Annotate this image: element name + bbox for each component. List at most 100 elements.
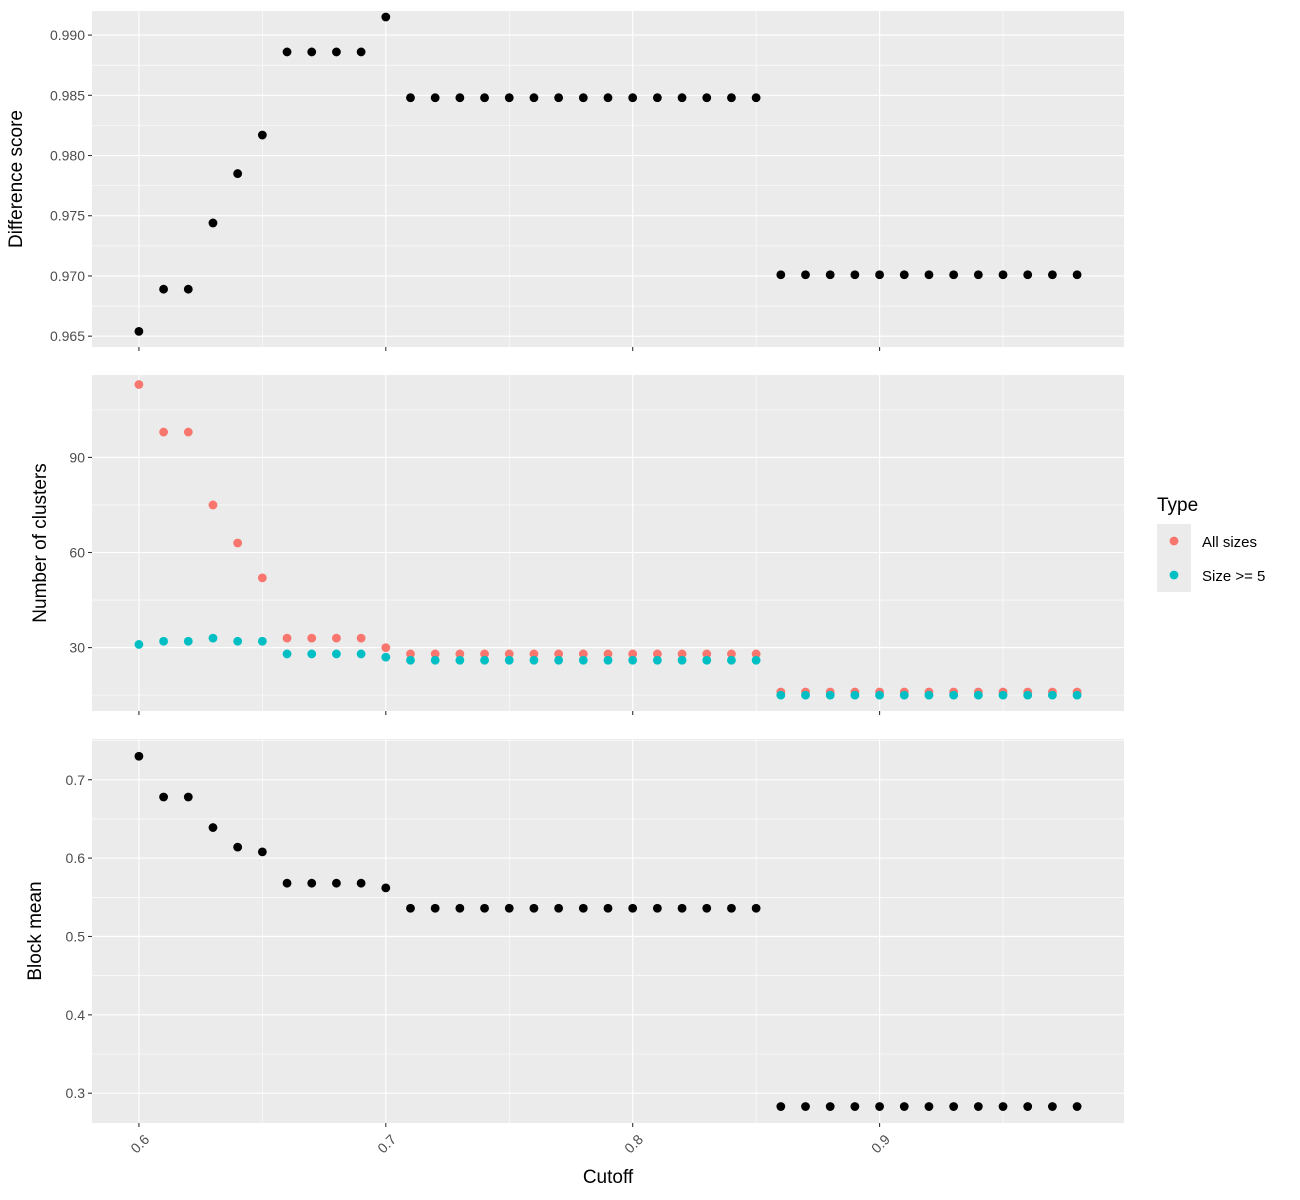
legend-swatch [1169, 536, 1179, 546]
data-point [233, 169, 243, 178]
data-point [1048, 270, 1057, 280]
x-tick-label: 0.9 [868, 1131, 893, 1156]
data-point [208, 218, 218, 228]
data-point [332, 633, 341, 643]
series-1 [134, 12, 1082, 336]
data-point [702, 649, 712, 659]
data-point [307, 47, 317, 57]
y-tick-label: 0.4 [66, 1007, 86, 1023]
data-point [727, 903, 736, 913]
data-point [406, 93, 415, 103]
panel-1: 0.965 0.970 0.975 0.980 0.985 0.990 Difference… [6, 11, 1124, 351]
data-point [332, 649, 341, 659]
data-point [134, 326, 144, 336]
data-point [480, 903, 489, 913]
data-point [480, 649, 489, 659]
data-point [455, 93, 465, 103]
data-point [924, 690, 934, 700]
data-point [332, 878, 341, 888]
data-point [529, 655, 539, 665]
data-point [183, 636, 193, 646]
data-point [257, 573, 267, 583]
data-point [776, 1102, 786, 1111]
y-axis-title: Number of clusters [30, 463, 51, 622]
data-point [652, 93, 662, 103]
data-point [875, 270, 884, 280]
data-point [801, 1102, 810, 1111]
data-point [702, 93, 712, 103]
data-point [628, 649, 638, 659]
data-point [1023, 270, 1033, 280]
y-tick-label: 0.6 [66, 850, 86, 866]
data-point [702, 903, 712, 913]
data-point [825, 270, 835, 280]
panel-background [92, 11, 1124, 347]
data-point [1048, 690, 1057, 700]
data-point [850, 690, 860, 700]
data-point [850, 270, 860, 280]
y-axis-title: Block mean [25, 881, 46, 980]
data-point [677, 903, 687, 913]
data-point [899, 270, 909, 280]
data-point [702, 655, 712, 665]
data-point [282, 633, 292, 643]
y-tick-label: 30 [69, 640, 85, 656]
data-point [628, 903, 638, 913]
data-point [381, 643, 391, 653]
data-point [751, 93, 761, 103]
data-point [504, 655, 514, 665]
data-point [998, 1102, 1008, 1111]
data-point [233, 538, 243, 548]
data-point [406, 903, 415, 913]
data-point [603, 649, 613, 659]
data-point [307, 633, 317, 643]
data-point [134, 640, 144, 649]
y-tick-label: 0.7 [66, 772, 86, 788]
data-point [899, 1102, 909, 1111]
y-tick-label: 0.975 [50, 208, 85, 224]
data-point [652, 903, 662, 913]
data-point [603, 93, 613, 103]
data-point [430, 655, 440, 665]
legend-label: Size >= 5 [1202, 568, 1265, 585]
data-point [677, 649, 687, 659]
legend-items: All sizes Size >= 5 [1157, 524, 1265, 592]
data-point [801, 270, 810, 280]
series-1 [134, 751, 1082, 1111]
data-point [356, 878, 366, 888]
data-point [159, 427, 168, 437]
data-point [949, 270, 959, 280]
data-point [233, 842, 243, 852]
data-point [159, 792, 168, 802]
data-point [381, 12, 391, 22]
data-point [1072, 1102, 1082, 1111]
x-axis: 0.6 0.7 0.8 0.9 [127, 1131, 893, 1156]
data-point [332, 47, 341, 57]
data-point [381, 883, 391, 893]
data-point [480, 93, 489, 103]
data-point [1023, 1102, 1033, 1111]
x-axis-title: Cutoff [583, 1167, 634, 1188]
data-point [282, 878, 292, 888]
data-point [751, 655, 761, 665]
data-point [356, 649, 366, 659]
data-point [751, 903, 761, 913]
data-point [677, 93, 687, 103]
data-point [776, 690, 786, 700]
data-point [356, 633, 366, 643]
data-point [257, 636, 267, 646]
legend: Type All sizes Size >= 5 [1157, 495, 1265, 592]
data-point [208, 500, 218, 510]
data-point [455, 903, 465, 913]
y-tick-label: 0.5 [66, 928, 86, 944]
data-point [628, 93, 638, 103]
data-point [183, 427, 193, 437]
data-point [430, 903, 440, 913]
data-point [183, 284, 193, 294]
series-2 [134, 633, 1082, 700]
data-point [257, 130, 267, 140]
data-point [134, 751, 144, 761]
data-point [998, 270, 1008, 280]
x-tick-label: 0.7 [374, 1131, 399, 1156]
data-point [282, 47, 292, 57]
